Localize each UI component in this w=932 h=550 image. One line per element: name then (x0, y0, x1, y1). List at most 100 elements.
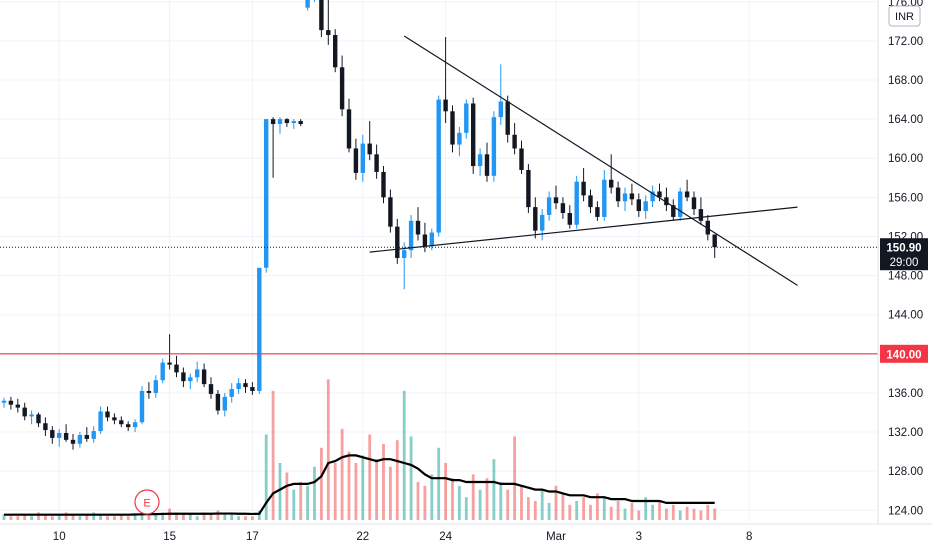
candle-body[interactable] (408, 220, 414, 251)
candle-body[interactable] (333, 35, 338, 68)
candle-body[interactable] (374, 154, 379, 172)
candle-body[interactable] (208, 384, 214, 394)
candle-body[interactable] (188, 377, 193, 382)
candle-body[interactable] (174, 364, 179, 373)
candle-body[interactable] (153, 380, 158, 393)
candle-body[interactable] (139, 390, 145, 423)
candle-body[interactable] (222, 396, 227, 411)
candle-body[interactable] (712, 234, 717, 248)
candle-body[interactable] (422, 234, 428, 247)
candle-body[interactable] (326, 30, 331, 36)
candle-body[interactable] (91, 431, 96, 439)
candle-body[interactable] (132, 422, 138, 428)
candle-body[interactable] (298, 121, 303, 125)
candle-body[interactable] (691, 197, 697, 210)
candle-body[interactable] (450, 111, 455, 145)
candle-body[interactable] (540, 214, 545, 231)
candle-body[interactable] (498, 101, 503, 118)
candle-body[interactable] (402, 250, 407, 258)
candle-body[interactable] (705, 220, 710, 235)
candle-body[interactable] (284, 119, 290, 124)
level-badge[interactable] (880, 344, 928, 363)
earnings-marker[interactable]: E (134, 489, 160, 515)
candle-body[interactable] (339, 67, 345, 110)
candle-body[interactable] (560, 203, 566, 213)
candlesticks[interactable] (1, 0, 717, 450)
candle-body[interactable] (602, 179, 607, 217)
candle-body[interactable] (636, 199, 641, 212)
candle-body[interactable] (457, 132, 462, 145)
candle-body[interactable] (443, 99, 448, 112)
candle-body[interactable] (650, 191, 655, 202)
candle-body[interactable] (346, 109, 352, 149)
candle-body[interactable] (512, 134, 517, 149)
candle-body[interactable] (629, 193, 635, 200)
candle-body[interactable] (533, 207, 538, 231)
candle-body[interactable] (119, 420, 124, 425)
candle-body[interactable] (519, 148, 524, 170)
candle-body[interactable] (112, 417, 117, 421)
candle-body[interactable] (250, 387, 255, 391)
candle-body[interactable] (22, 407, 27, 417)
time-axis[interactable]: 10 15 17 22 24 Mar 3 8 (0, 523, 932, 550)
candle-body[interactable] (464, 103, 469, 133)
candle-body[interactable] (181, 372, 186, 382)
trendline-lower[interactable] (369, 206, 798, 253)
candle-body[interactable] (305, 0, 310, 8)
candle-body[interactable] (471, 103, 476, 167)
candle-body[interactable] (574, 181, 579, 225)
candle-body[interactable] (671, 205, 676, 217)
candle-body[interactable] (553, 197, 559, 204)
candle-body[interactable] (15, 404, 20, 408)
candle-body[interactable] (84, 434, 89, 439)
candle-body[interactable] (353, 148, 359, 173)
candle-body[interactable] (167, 362, 172, 365)
candle-body[interactable] (291, 121, 296, 124)
candle-body[interactable] (609, 179, 614, 188)
candle-body[interactable] (98, 411, 103, 432)
candle-body[interactable] (277, 119, 283, 125)
candle-body[interactable] (36, 414, 41, 424)
candle-body[interactable] (270, 119, 276, 125)
candle-body[interactable] (615, 187, 621, 202)
candle-body[interactable] (215, 393, 221, 411)
candle-body[interactable] (429, 232, 434, 247)
currency-badge[interactable]: INR (888, 5, 921, 27)
candle-body[interactable] (43, 423, 48, 431)
candle-body[interactable] (657, 191, 662, 198)
candle-body[interactable] (367, 143, 372, 155)
last-price-badge[interactable] (880, 238, 928, 271)
candle-body[interactable] (105, 411, 110, 418)
candle-body[interactable] (195, 369, 200, 378)
candle-body[interactable] (57, 433, 62, 438)
candle-body[interactable] (567, 212, 572, 225)
candle-body[interactable] (126, 424, 131, 428)
candle-body[interactable] (643, 201, 648, 212)
candle-body[interactable] (491, 117, 497, 176)
candle-body[interactable] (684, 191, 690, 198)
candle-body[interactable] (381, 171, 386, 198)
candle-body[interactable] (257, 267, 262, 391)
trendline-upper[interactable] (403, 35, 798, 286)
candle-body[interactable] (415, 220, 421, 235)
candle-body[interactable] (146, 390, 152, 393)
candle-body[interactable] (588, 195, 593, 208)
price-axis[interactable]: 124.00 128.00 132.00 136.00 140.00 144.00 148.… (877, 0, 932, 524)
candle-body[interactable] (581, 181, 586, 196)
candle-body[interactable] (678, 191, 683, 217)
candle-body[interactable] (664, 197, 669, 206)
candle-body[interactable] (477, 154, 483, 167)
trendlines[interactable] (369, 35, 798, 286)
candle-body[interactable] (546, 197, 552, 215)
candle-body[interactable] (595, 207, 600, 217)
candle-body[interactable] (622, 193, 628, 202)
candle-body[interactable] (50, 430, 55, 438)
candle-body[interactable] (236, 383, 241, 390)
candle-body[interactable] (29, 414, 34, 417)
candle-body[interactable] (77, 434, 83, 444)
candle-body[interactable] (395, 226, 400, 258)
candle-body[interactable] (63, 433, 69, 440)
candle-body[interactable] (388, 197, 393, 227)
candle-body[interactable] (484, 154, 490, 176)
